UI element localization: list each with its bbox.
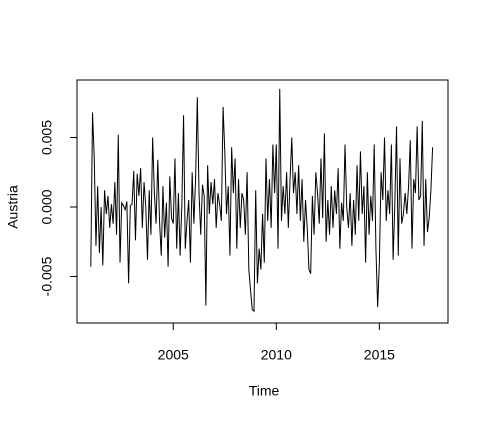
x-tick-label: 2015 [364, 347, 395, 363]
y-axis-label: Austria [5, 185, 21, 229]
y-tick-label: 0.005 [39, 120, 55, 155]
y-tick-label: 0.000 [39, 189, 55, 224]
series-line [90, 88, 434, 313]
x-tick-label: 2010 [261, 347, 292, 363]
plot-frame [76, 79, 449, 324]
x-tick-label: 2005 [158, 347, 189, 363]
y-tick-label: -0.005 [39, 256, 55, 296]
x-axis-label: Time [249, 383, 280, 399]
